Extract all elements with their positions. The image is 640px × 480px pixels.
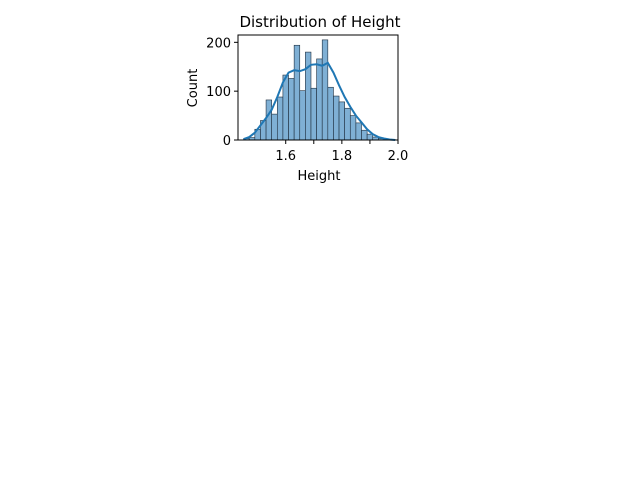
y-axis-ticks: 0 100 200 [206,36,238,149]
x-tick-label: 1.6 [275,149,296,164]
chart-title: Distribution of Height [239,13,400,31]
histogram-bar [338,101,345,141]
y-tick-label: 200 [206,36,231,51]
histogram-bar [282,74,289,141]
x-axis-label: Height [298,169,341,184]
axes-frame [237,34,399,141]
histogram-bar [327,86,334,141]
x-tick-label: 2.0 [388,149,409,164]
histogram-bar [288,78,295,141]
kde-curve [243,61,396,141]
histogram-bar [361,129,368,141]
x-tick-label: 1.8 [332,149,353,164]
histogram-bar [265,99,272,141]
histogram-bar [333,95,340,141]
histogram-bar [276,96,284,141]
histogram-bar [349,115,357,141]
histogram-bar [271,113,278,141]
histogram-bar [355,122,362,141]
histogram-bars [243,39,396,141]
histogram-bar [316,58,323,141]
histogram-bar [366,133,374,141]
histogram-bar [321,39,329,141]
histogram-bar [344,107,351,141]
x-axis-ticks: 1.6 1.8 2.0 [275,140,408,164]
y-tick-label: 0 [223,134,231,149]
y-tick-label: 100 [206,85,231,100]
y-axis-label: Count [186,69,201,108]
histogram-bar [293,44,301,141]
histogram-bar [310,87,317,141]
histogram-bar [299,90,306,141]
